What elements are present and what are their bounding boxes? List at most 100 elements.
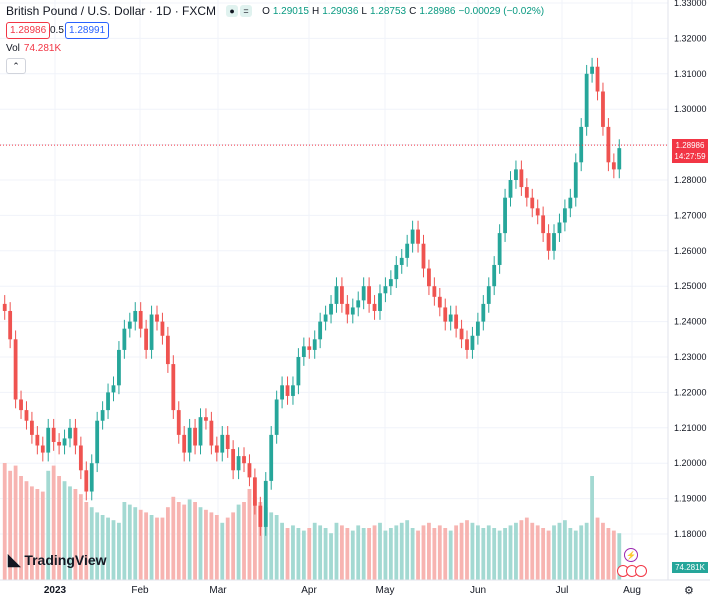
buy-button[interactable]: 1.28991	[65, 22, 110, 39]
volume-bar	[437, 525, 442, 580]
candle-body	[62, 438, 67, 446]
candle-body	[57, 441, 62, 446]
volume-bar	[73, 489, 78, 580]
candle-body	[454, 314, 459, 329]
volume-bar	[486, 525, 491, 580]
candle-body	[263, 480, 268, 527]
volume-bar	[62, 481, 67, 580]
candle-body	[345, 303, 350, 315]
price-tick: 1.19000	[674, 494, 707, 504]
candle-body	[405, 243, 410, 258]
time-scale[interactable]: 2023 Feb Mar Apr May Jun Jul Aug	[44, 585, 641, 596]
candle-body	[601, 91, 605, 127]
volume-bar	[372, 525, 377, 580]
candle-body	[340, 286, 344, 304]
volume-bar	[57, 476, 62, 580]
volume-bar	[519, 520, 524, 580]
volume-bar	[416, 530, 420, 580]
candle-body	[590, 66, 594, 74]
volume-bar	[176, 502, 181, 580]
last-price-label: 1.28986 14:27:59	[672, 139, 708, 163]
volume-bar	[24, 481, 29, 580]
gear-icon[interactable]: ⚙	[684, 585, 694, 597]
volume-bar	[617, 533, 622, 580]
candle-body	[204, 417, 208, 421]
candle-body	[30, 420, 34, 435]
candle-body	[448, 314, 453, 322]
candle-body	[546, 233, 551, 251]
candle-body	[595, 66, 600, 92]
candle-body	[562, 208, 567, 223]
candle-body	[100, 410, 105, 421]
candle-body	[399, 257, 404, 265]
volume-bar	[399, 522, 404, 580]
candle-body	[214, 445, 219, 453]
candle-body	[176, 410, 181, 435]
volume-bar	[204, 509, 208, 580]
volume-bar	[590, 476, 594, 580]
time-tick: Mar	[209, 585, 227, 596]
volume-bar	[323, 528, 328, 580]
time-tick: Jul	[556, 585, 569, 596]
candle-body	[117, 349, 121, 386]
candle-body	[160, 321, 165, 336]
volume-bar	[475, 525, 480, 580]
price-tick: 1.20000	[674, 458, 707, 468]
candle-body	[187, 427, 192, 453]
price-scale[interactable]: 1.330001.320001.310001.300001.290001.280…	[674, 0, 707, 539]
candle-body	[127, 321, 132, 329]
candle-body	[73, 427, 78, 446]
volume-bar	[35, 489, 40, 580]
candle-body	[367, 286, 372, 304]
volume-bar	[89, 507, 94, 580]
volume-bar	[122, 502, 127, 580]
time-tick: Apr	[301, 585, 317, 596]
volume-bar	[19, 476, 23, 580]
volume-bar	[606, 528, 611, 580]
event-icons[interactable]: ⚡	[624, 548, 638, 562]
symbol-title[interactable]: British Pound / U.S. Dollar · 1D · FXCM	[6, 4, 217, 18]
candle-body	[617, 148, 622, 170]
candle-body	[89, 463, 94, 492]
candle-body	[40, 445, 45, 453]
volume-bar	[138, 509, 143, 580]
volume-bar	[187, 499, 192, 580]
time-tick: Feb	[131, 585, 149, 596]
candle-body	[133, 310, 138, 322]
candle-body	[13, 339, 18, 400]
chevron-up-icon[interactable]: ⌃	[6, 58, 26, 74]
sell-button[interactable]: 1.28986	[6, 22, 51, 39]
candle-body	[459, 328, 464, 340]
market-open-icon[interactable]: ●	[226, 5, 239, 17]
candle-body	[2, 303, 7, 311]
tradingview-logo[interactable]: ◣ TradingView	[8, 552, 107, 569]
candle-body	[481, 303, 486, 322]
candle-body	[388, 279, 393, 287]
ohlc-values: O 1.29015 H 1.29036 L 1.28753 C 1.28986 −0.0…	[262, 5, 545, 17]
volume-bar	[269, 512, 274, 580]
volume-bar	[514, 522, 518, 580]
candle-body	[46, 427, 51, 453]
volume-scale-label: 74.281K	[672, 562, 708, 573]
candle-body	[350, 307, 355, 315]
volume-bar	[524, 517, 529, 580]
lightning-icon[interactable]: ⚡	[624, 548, 638, 562]
time-tick: May	[376, 585, 395, 596]
economic-events[interactable]	[617, 565, 647, 577]
time-tick: Aug	[623, 585, 641, 596]
candle-body	[307, 346, 312, 350]
candle-body	[8, 310, 13, 340]
candle-body	[519, 169, 524, 188]
flag-icon[interactable]	[635, 565, 647, 577]
equal-icon[interactable]: =	[240, 5, 253, 17]
volume-bar	[340, 525, 344, 580]
price-tick: 1.21000	[674, 423, 707, 433]
candle-body	[421, 243, 426, 269]
volume-bar	[562, 520, 567, 580]
price-tick: 1.27000	[674, 210, 707, 220]
candle-body	[24, 410, 29, 421]
volume-bar	[78, 494, 83, 580]
volume-bar	[198, 507, 203, 580]
candle-body	[514, 169, 518, 180]
